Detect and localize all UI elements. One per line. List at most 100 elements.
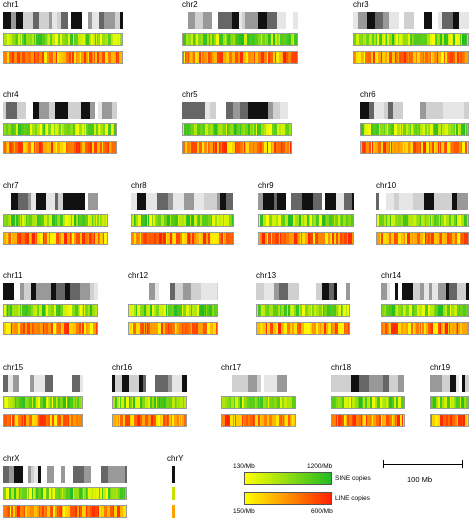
sine-density-stripe — [414, 124, 416, 135]
line-density-stripe — [21, 415, 22, 426]
line-density-stripe — [289, 142, 290, 153]
sine-density-stripe — [365, 34, 366, 45]
line-density-stripe — [324, 323, 326, 334]
sine-density-stripe — [201, 305, 204, 316]
sine-density-stripe — [420, 215, 421, 226]
line-density-stripe — [356, 415, 359, 426]
sine-density-stripe — [190, 305, 191, 316]
sine-density-stripe — [173, 215, 175, 226]
line-density-stripe — [235, 142, 236, 153]
sine-density-stripe — [330, 305, 331, 316]
ideogram-band — [302, 193, 313, 210]
ideogram-band — [88, 193, 98, 210]
sine-density-stripe — [189, 305, 190, 316]
line-density-stripe — [283, 52, 286, 63]
ideogram-band — [146, 193, 157, 210]
sine-density-stripe — [60, 34, 62, 45]
sine-density-stripe — [250, 124, 251, 135]
line-density-stripe — [432, 142, 433, 153]
sine-density-stripe — [6, 488, 9, 499]
sine-density-stripe — [39, 34, 42, 45]
sine-density-stripe — [16, 397, 19, 408]
sine-density-stripe — [124, 488, 125, 499]
line-density-stripe — [211, 233, 214, 244]
line-density-stripe — [13, 415, 14, 426]
line-density-stripe — [259, 233, 260, 244]
sine-density-stripe — [280, 305, 281, 316]
line-density-stripe — [322, 233, 325, 244]
sine-density-stripe — [198, 215, 200, 226]
line-density-stripe — [22, 415, 23, 426]
line-density-stripe — [284, 233, 285, 244]
line-density-stripe — [404, 142, 405, 153]
line-density-stripe — [389, 52, 392, 63]
sine-density-stripe — [171, 305, 174, 316]
sine-density-stripe — [464, 215, 466, 226]
line-density-stripe — [348, 323, 349, 334]
line-density-stripe — [233, 415, 234, 426]
sine-density-stripe — [179, 215, 181, 226]
chromosome-label: chr1 — [3, 0, 19, 9]
line-density-stripe — [410, 233, 412, 244]
sine-density-stripe — [58, 34, 60, 45]
line-density-stripe — [59, 506, 60, 517]
ideogram-band — [71, 12, 82, 29]
line-density-stripe — [290, 323, 291, 334]
line-density-stripe — [30, 323, 32, 334]
line-density-stripe — [12, 415, 13, 426]
sine-density-stripe — [37, 305, 39, 316]
line-density-stripe — [450, 52, 453, 63]
line-density-stripe — [176, 233, 177, 244]
line-density-stripe — [449, 233, 452, 244]
sine-density-stripe — [466, 215, 467, 226]
sine-density-stripe — [4, 124, 6, 135]
sine-density-stripe — [414, 305, 417, 316]
line-density-stripe — [15, 142, 18, 153]
sine-density-stripe — [228, 215, 229, 226]
sine-density-stripe — [238, 397, 240, 408]
sine-density-stripe — [55, 215, 56, 226]
line-density-stripe — [62, 323, 64, 334]
sine-density-stripe — [27, 215, 29, 226]
line-density-stripe — [264, 415, 267, 426]
sine-density-stripe — [96, 34, 97, 45]
line-density-stripe — [207, 142, 208, 153]
sine-density-stripe — [467, 215, 468, 226]
sine-density-stripe — [206, 305, 207, 316]
ideogram-band — [193, 102, 196, 119]
chromosome-label: chr6 — [360, 90, 376, 99]
sine-density-stripe — [387, 124, 388, 135]
sine-density-stripe — [88, 124, 91, 135]
line-density-stripe — [429, 142, 430, 153]
sine-density-stripe — [319, 305, 321, 316]
ideogram-band — [366, 375, 369, 392]
line-density-stripe — [336, 415, 337, 426]
chromosome-chr4: chr4 — [3, 90, 117, 160]
sine-density-stripe — [119, 397, 120, 408]
line-density-stripe — [147, 233, 149, 244]
line-density-stripe — [113, 142, 116, 153]
sine-density-stripe — [147, 215, 148, 226]
line-density-stripe — [251, 142, 253, 153]
sine-density-stripe — [436, 215, 439, 226]
sine-density-stripe — [20, 305, 21, 316]
ideogram-track — [112, 375, 187, 392]
sine-density-stripe — [408, 34, 410, 45]
line-density-stripe — [457, 233, 458, 244]
ideogram-band — [374, 102, 384, 119]
sine-density-stripe — [55, 488, 58, 499]
sine-density-stripe — [462, 34, 464, 45]
sine-density-stripe — [129, 305, 132, 316]
sine-density-stripe — [327, 305, 328, 316]
line-density-stripe — [24, 233, 25, 244]
line-density-stripe — [208, 142, 209, 153]
sine-density-stripe — [451, 124, 454, 135]
line-density-stripe — [397, 415, 400, 426]
sine-density-stripe — [4, 488, 6, 499]
ideogram-band — [263, 193, 274, 210]
sine-density-stripe — [186, 215, 187, 226]
line-density-stripe — [64, 323, 67, 334]
sine-density-stripe — [52, 397, 53, 408]
line-density-stripe — [467, 415, 468, 426]
sine-density-stripe — [414, 34, 417, 45]
